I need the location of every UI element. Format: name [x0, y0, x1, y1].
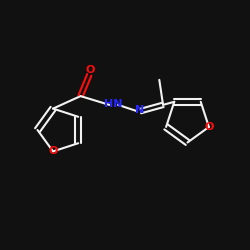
Text: O: O — [204, 122, 214, 132]
Text: HN: HN — [104, 98, 122, 108]
Text: O: O — [86, 65, 95, 75]
Text: N: N — [135, 105, 144, 115]
Text: O: O — [48, 146, 58, 156]
